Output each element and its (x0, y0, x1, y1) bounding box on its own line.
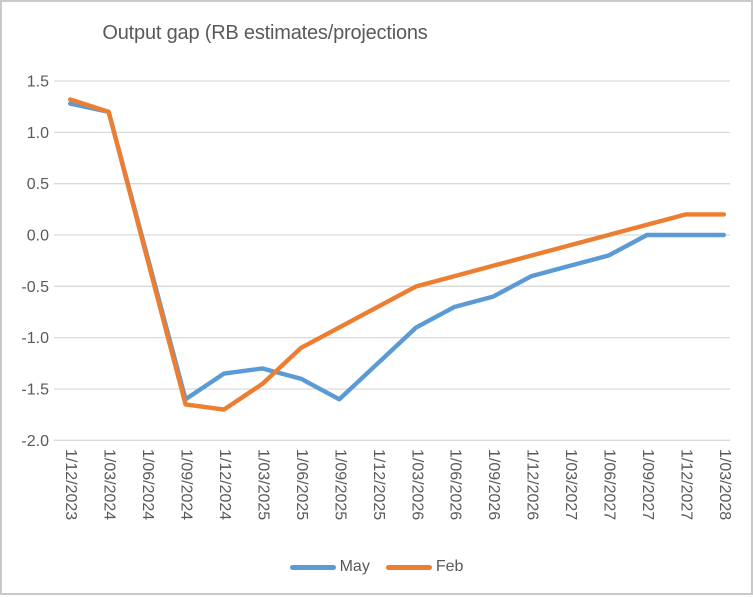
x-axis-tick-label: 1/09/2024 (178, 449, 195, 520)
y-axis-tick-label: -1.0 (21, 330, 49, 347)
x-axis-labels: 1/12/2023 1/03/2024 1/06/2024 1/09/2024 1/12… (62, 449, 733, 520)
y-axis-tick-label: -2.0 (21, 433, 49, 450)
x-axis-tick-label: 1/03/2026 (408, 449, 425, 520)
legend-swatch-feb (385, 564, 432, 570)
y-axis-labels: 1.5 1.0 0.5 0.0 -0.5 -1.0 -1.5 -2.0 (21, 74, 49, 450)
x-axis-tick-label: 1/12/2026 (524, 449, 541, 520)
y-axis-tick-label: -1.5 (21, 381, 49, 398)
y-axis-tick-label: -0.5 (21, 279, 49, 296)
x-axis-tick-label: 1/09/2027 (639, 449, 656, 520)
legend: May Feb (2, 555, 751, 579)
x-axis-tick-label: 1/12/2025 (370, 449, 387, 520)
y-axis-tick-label: 1.5 (27, 74, 49, 91)
x-axis-tick-label: 1/09/2025 (331, 449, 348, 520)
y-axis-tick-label: 0.5 (27, 176, 49, 193)
x-axis-tick-label: 1/12/2024 (216, 449, 233, 520)
chart-title: Output gap (RB estimates/projections (102, 22, 428, 44)
legend-item-may: May (289, 558, 370, 576)
legend-label-feb: Feb (435, 558, 464, 575)
legend-item-feb: Feb (385, 558, 464, 576)
x-axis-tick-label: 1/06/2025 (293, 449, 310, 520)
x-axis-tick-label: 1/03/2028 (716, 449, 733, 520)
x-axis-tick-label: 1/03/2027 (562, 449, 579, 520)
x-axis-tick-label: 1/09/2026 (485, 449, 502, 520)
x-axis-tick-label: 1/12/2027 (677, 449, 694, 520)
gridlines (54, 80, 730, 441)
legend-swatch-may (289, 564, 336, 570)
y-axis-tick-label: 0.0 (27, 228, 49, 245)
x-axis-tick-label: 1/06/2026 (447, 449, 464, 520)
x-axis-tick-label: 1/03/2025 (254, 449, 271, 520)
series-lines (67, 97, 727, 412)
x-axis-tick-label: 1/06/2024 (139, 449, 156, 520)
x-axis-tick-label: 1/03/2024 (101, 449, 118, 520)
x-axis-tick-label: 1/12/2023 (62, 449, 79, 520)
legend-label-may: May (339, 558, 370, 575)
series-line-may (67, 101, 727, 402)
x-axis-tick-label: 1/06/2027 (601, 449, 618, 520)
y-axis-tick-label: 1.0 (27, 125, 49, 142)
series-line-feb (67, 97, 727, 412)
